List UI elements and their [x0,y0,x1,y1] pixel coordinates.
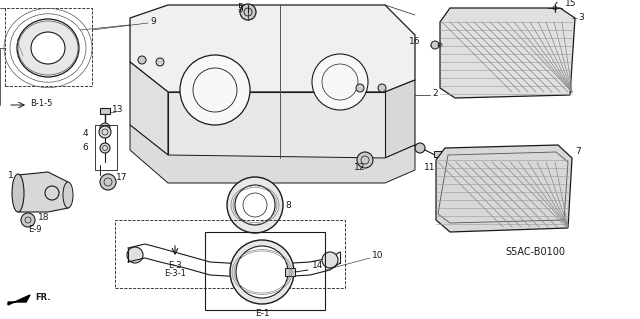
Polygon shape [440,8,575,98]
Text: 11: 11 [424,164,436,173]
Text: 8: 8 [285,201,291,210]
Circle shape [357,152,373,168]
Circle shape [99,126,111,138]
Text: E-3-1: E-3-1 [164,270,186,278]
Polygon shape [130,125,415,183]
Polygon shape [385,80,415,158]
Ellipse shape [63,182,73,208]
Circle shape [378,84,386,92]
Text: 18: 18 [38,213,49,222]
Text: E-3: E-3 [168,261,182,270]
Bar [100,108,110,114]
Text: 1: 1 [8,170,13,180]
Bar [5,8,92,86]
Polygon shape [168,92,385,158]
Bar [285,268,295,276]
Circle shape [235,185,275,225]
Polygon shape [130,5,415,92]
Ellipse shape [12,174,24,212]
Text: 17: 17 [116,174,127,182]
Polygon shape [8,295,30,305]
Circle shape [100,143,110,153]
Polygon shape [130,62,168,155]
Text: 5: 5 [237,5,243,14]
Text: 2: 2 [432,88,438,98]
Ellipse shape [31,32,65,64]
Text: 14: 14 [312,261,323,270]
Bar [434,151,442,157]
Circle shape [356,84,364,92]
Text: 7: 7 [575,147,580,157]
Circle shape [431,41,439,49]
Text: 4: 4 [83,129,88,137]
Text: 13: 13 [112,106,124,115]
Circle shape [100,174,116,190]
Text: B-1-5: B-1-5 [30,99,52,108]
Text: 12: 12 [355,164,365,173]
Text: E-9: E-9 [28,226,42,234]
Circle shape [138,56,146,64]
Circle shape [322,252,338,268]
Circle shape [180,55,250,125]
Bar [95,125,117,170]
Circle shape [156,58,164,66]
Circle shape [415,143,425,153]
Bar [205,232,325,310]
Circle shape [240,4,256,20]
Circle shape [230,240,294,304]
Circle shape [312,54,368,110]
Circle shape [454,156,462,164]
Polygon shape [18,172,68,212]
Circle shape [236,246,288,298]
Circle shape [21,213,35,227]
Circle shape [100,123,110,133]
Text: 15: 15 [565,0,577,9]
Text: 16: 16 [408,38,420,47]
Circle shape [227,177,283,233]
Text: E-1: E-1 [255,308,269,317]
Text: 5: 5 [237,4,243,12]
Bar [115,220,345,288]
Text: 3: 3 [578,13,584,23]
Text: 9: 9 [150,18,156,26]
Text: 6: 6 [83,144,88,152]
Circle shape [127,247,143,263]
Ellipse shape [17,19,79,77]
Text: S5AC-B0100: S5AC-B0100 [505,247,565,257]
Polygon shape [436,145,572,232]
Text: FR.: FR. [35,293,51,301]
Text: 10: 10 [372,251,383,261]
